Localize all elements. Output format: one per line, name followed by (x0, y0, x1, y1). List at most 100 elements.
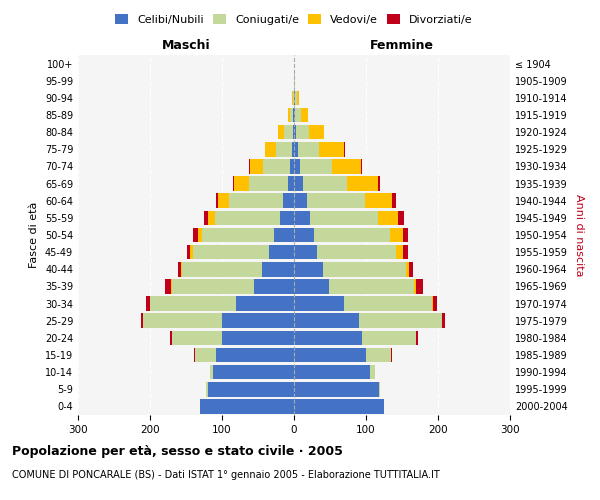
Bar (301, 108, 308, 122)
Bar (283, 194, 294, 208)
Bar (218, 194, 229, 208)
Bar (187, 245, 190, 260)
Bar (165, 279, 171, 293)
Bar (329, 279, 413, 293)
Bar (293, 125, 294, 140)
Bar (278, 125, 284, 140)
Bar (391, 348, 392, 362)
Bar (269, 245, 294, 260)
Bar (294, 142, 298, 156)
Bar (294, 296, 344, 311)
Bar (398, 210, 404, 225)
Bar (297, 90, 299, 105)
Bar (300, 159, 332, 174)
Bar (202, 228, 274, 242)
Bar (182, 262, 262, 276)
Bar (229, 194, 283, 208)
Bar (143, 314, 222, 328)
Bar (416, 279, 423, 293)
Bar (294, 125, 296, 140)
Bar (432, 296, 433, 311)
Bar (296, 125, 309, 140)
Bar (293, 108, 294, 122)
Legend: Celibi/Nubili, Coniugati/e, Vedovi/e, Divorziati/e: Celibi/Nubili, Coniugati/e, Vedovi/e, Di… (112, 10, 476, 28)
Bar (178, 262, 181, 276)
Bar (208, 382, 294, 396)
Bar (280, 210, 294, 225)
Bar (294, 108, 295, 122)
Bar (310, 210, 378, 225)
Bar (210, 365, 214, 380)
Bar (293, 90, 294, 105)
Bar (396, 245, 403, 260)
Bar (319, 142, 344, 156)
Bar (172, 330, 222, 345)
Bar (332, 159, 361, 174)
Bar (309, 125, 323, 140)
Text: Maschi: Maschi (161, 38, 211, 52)
Bar (222, 314, 294, 328)
Bar (433, 296, 437, 311)
Bar (193, 228, 197, 242)
Bar (292, 90, 293, 105)
Bar (254, 279, 294, 293)
Bar (170, 330, 172, 345)
Bar (172, 279, 254, 293)
Bar (317, 245, 396, 260)
Bar (294, 348, 366, 362)
Bar (347, 176, 377, 191)
Bar (194, 348, 216, 362)
Bar (294, 279, 329, 293)
Bar (377, 176, 380, 191)
Bar (262, 262, 294, 276)
Bar (370, 365, 376, 380)
Bar (294, 262, 323, 276)
Bar (204, 210, 208, 225)
Bar (200, 399, 294, 413)
Bar (294, 314, 359, 328)
Bar (294, 245, 317, 260)
Bar (406, 262, 409, 276)
Bar (365, 194, 392, 208)
Bar (314, 228, 390, 242)
Text: Femmine: Femmine (370, 38, 434, 52)
Text: COMUNE DI PONCARALE (BS) - Dati ISTAT 1° gennaio 2005 - Elaborazione TUTTITALIA.: COMUNE DI PONCARALE (BS) - Dati ISTAT 1°… (12, 470, 440, 480)
Bar (295, 90, 297, 105)
Bar (193, 245, 269, 260)
Bar (302, 176, 347, 191)
Bar (390, 228, 403, 242)
Bar (294, 365, 370, 380)
Bar (208, 210, 215, 225)
Bar (250, 159, 263, 174)
Bar (216, 348, 294, 362)
Bar (378, 210, 398, 225)
Bar (366, 348, 391, 362)
Bar (214, 365, 294, 380)
Bar (344, 142, 345, 156)
Bar (294, 399, 384, 413)
Bar (216, 194, 218, 208)
Bar (294, 210, 310, 225)
Bar (361, 159, 362, 174)
Bar (171, 279, 172, 293)
Bar (294, 228, 314, 242)
Bar (409, 262, 413, 276)
Bar (403, 228, 409, 242)
Bar (263, 159, 290, 174)
Bar (294, 74, 295, 88)
Bar (292, 142, 294, 156)
Bar (307, 194, 365, 208)
Bar (181, 262, 182, 276)
Bar (290, 108, 293, 122)
Bar (287, 108, 290, 122)
Bar (294, 194, 307, 208)
Bar (284, 125, 293, 140)
Bar (294, 90, 295, 105)
Bar (413, 279, 416, 293)
Bar (294, 159, 300, 174)
Bar (288, 176, 294, 191)
Bar (442, 314, 445, 328)
Bar (276, 142, 292, 156)
Bar (190, 245, 193, 260)
Bar (323, 125, 324, 140)
